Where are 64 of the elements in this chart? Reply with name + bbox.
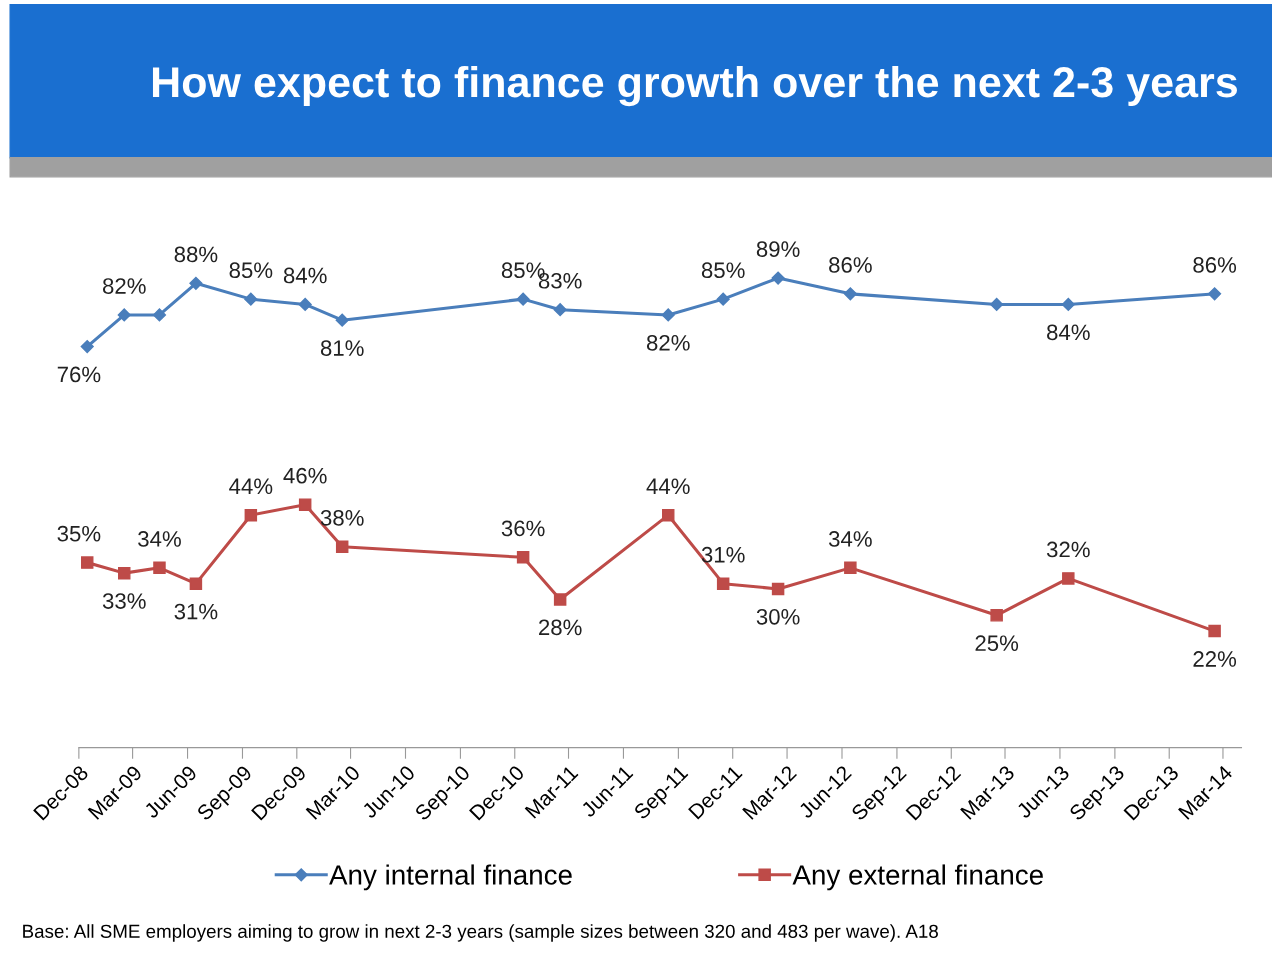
- data-label: 31%: [701, 546, 745, 563]
- point: [117, 308, 131, 322]
- data-label: 44%: [229, 478, 273, 495]
- point: [516, 292, 530, 306]
- point: [189, 577, 203, 590]
- point: [771, 582, 785, 596]
- data-label: 88%: [174, 246, 218, 263]
- data-label: 35%: [57, 525, 101, 542]
- point: [771, 271, 785, 285]
- data-label: 44%: [646, 478, 690, 495]
- point: [553, 303, 567, 317]
- point: [80, 556, 94, 569]
- point: [990, 297, 1004, 311]
- data-label: 28%: [539, 619, 582, 636]
- data-label: 32%: [1046, 541, 1090, 558]
- data-label: 25%: [975, 635, 1019, 652]
- data-label: 89%: [756, 241, 800, 257]
- point: [335, 313, 349, 327]
- data-label: 76%: [57, 366, 101, 383]
- point: [189, 276, 203, 290]
- data-label: 30%: [756, 608, 800, 625]
- point: [990, 609, 1003, 622]
- data-label: 85%: [701, 262, 745, 279]
- point: [553, 593, 567, 606]
- point: [80, 339, 94, 354]
- point: [152, 308, 167, 322]
- data-label: 33%: [102, 593, 146, 609]
- data-label: 86%: [829, 257, 872, 273]
- point: [244, 292, 258, 306]
- data-label: 36%: [501, 520, 545, 537]
- point: [244, 508, 258, 522]
- point: [153, 561, 166, 575]
- data-label: 84%: [1047, 324, 1090, 341]
- data-label: 86%: [1193, 257, 1237, 273]
- point: [661, 308, 675, 322]
- data-label: 22%: [1193, 651, 1237, 667]
- point: [298, 297, 312, 311]
- point: [844, 561, 857, 575]
- point: [117, 566, 131, 580]
- data-label: 34%: [138, 531, 181, 547]
- legend-label: Any internal finance: [329, 864, 572, 891]
- point: [335, 540, 349, 554]
- point: [716, 577, 730, 590]
- point: [298, 498, 312, 511]
- chart-title: How expect to finance growth over the next 2-3 years: [152, 65, 1237, 107]
- point: [716, 292, 730, 306]
- data-label: 34%: [828, 531, 872, 547]
- data-label: 84%: [283, 267, 327, 284]
- data-label: 82%: [646, 334, 690, 351]
- data-label: 82%: [102, 278, 146, 294]
- data-label: 81%: [320, 340, 364, 356]
- point: [661, 508, 675, 522]
- data-label: 38%: [320, 509, 364, 526]
- data-label: 85%: [229, 262, 273, 279]
- text: Base: All SME employers aiming to grow in next 2-3 years (sample sizes between 320 and 483 per wave). A18: [23, 924, 938, 942]
- legend-label: Any external finance: [792, 864, 1043, 891]
- data-label: 46%: [283, 467, 327, 484]
- point: [1208, 624, 1221, 638]
- point: [843, 287, 857, 301]
- point: [1062, 572, 1075, 585]
- point: [1208, 287, 1222, 301]
- point: [1061, 297, 1075, 311]
- data-label: 31%: [174, 603, 218, 620]
- point: [516, 551, 530, 564]
